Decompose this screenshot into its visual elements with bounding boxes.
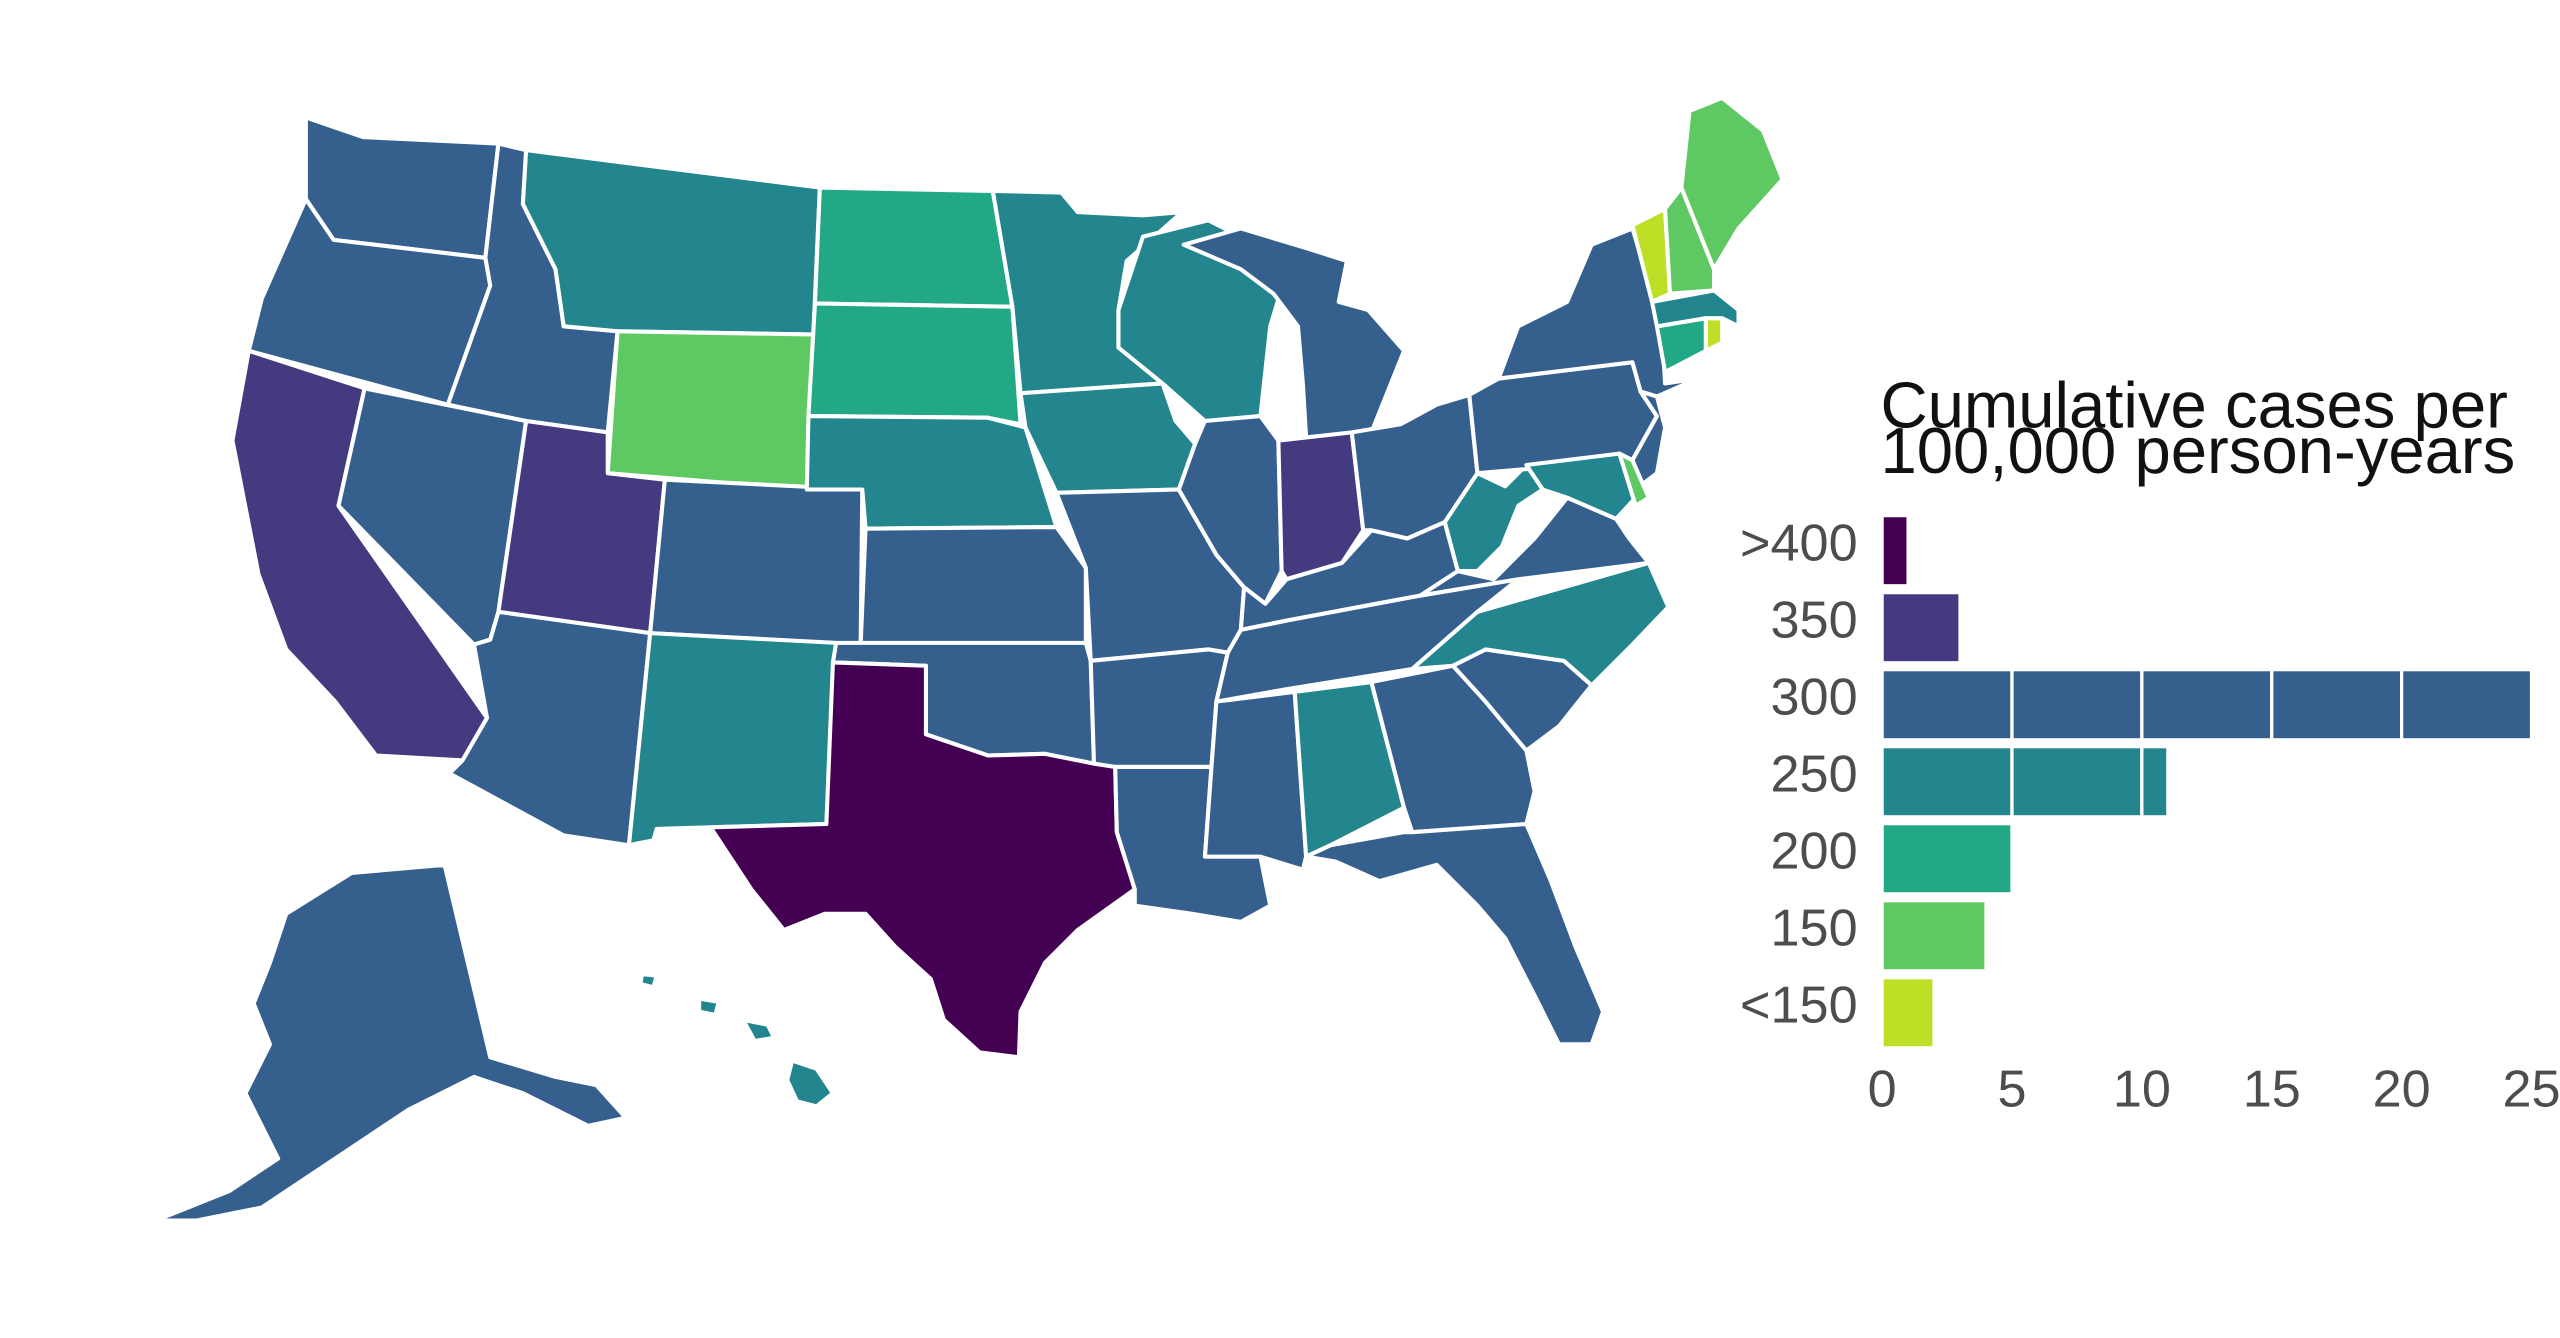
state-hi-big	[785, 1058, 835, 1109]
state-nj	[1630, 389, 1668, 492]
state-fl	[1304, 821, 1606, 1047]
legend-bar-segment	[2010, 745, 2144, 819]
state-ak	[153, 862, 628, 1223]
state-me	[1679, 95, 1785, 272]
legend-x-tick-label: 25	[2502, 1060, 2560, 1118]
legend-bar-segment	[1880, 591, 1962, 665]
state-tx	[708, 660, 1137, 1060]
legend-x-tick-label: 10	[2113, 1060, 2171, 1118]
state-hi-maui	[741, 1017, 777, 1044]
legend-bar-segment	[1880, 668, 2014, 742]
state-mn	[990, 188, 1185, 396]
legend-x-tick-label: 15	[2243, 1060, 2301, 1118]
state-de	[1617, 451, 1651, 508]
legend-category-labels: >400 350 300 250 200 150 <150	[1740, 514, 1858, 1034]
legend-bar-segment	[1880, 822, 2014, 896]
legend-bar-segment	[1880, 513, 1910, 588]
legend-category-label: >400	[1740, 514, 1858, 572]
legend-bar-segment	[1880, 745, 2014, 819]
legend-bars	[1880, 513, 2534, 1050]
legend-x-tick-label: 5	[1997, 1060, 2026, 1118]
legend-x-tick-label: 0	[1868, 1060, 1897, 1118]
legend-title-line1: Cumulative cases per	[1880, 369, 2507, 442]
legend-bar-segment	[2400, 668, 2534, 742]
state-ma	[1649, 288, 1741, 329]
state-hi-oahu	[697, 996, 721, 1017]
state-mi	[1181, 226, 1407, 440]
legend-category-label: 200	[1771, 823, 1858, 881]
state-wv	[1442, 462, 1545, 574]
state-nc	[1410, 560, 1671, 688]
legend-category-label: <150	[1740, 977, 1858, 1035]
legend-x-axis-ticks: 0 5 10 15 20 25	[1868, 1060, 2560, 1118]
legend-bar-segment	[2140, 668, 2274, 742]
state-hi-kauai	[638, 972, 659, 990]
legend-bar-segment	[2010, 668, 2144, 742]
legend-title-line2: 100,000 person-years	[1880, 414, 2515, 487]
legend-bar-segment	[2270, 668, 2404, 742]
legend-category-label: 350	[1771, 592, 1858, 650]
state-al	[1292, 680, 1407, 859]
legend-x-tick-label: 20	[2373, 1060, 2431, 1118]
legend-category-label: 250	[1771, 746, 1858, 804]
state-nh	[1663, 185, 1717, 296]
legend-category-label: 150	[1771, 900, 1858, 958]
legend-bar-segment	[2140, 745, 2170, 819]
legend-bar-segment	[1880, 899, 1988, 973]
legend-bar-segment	[1880, 976, 1936, 1050]
legend-category-label: 300	[1771, 669, 1858, 727]
